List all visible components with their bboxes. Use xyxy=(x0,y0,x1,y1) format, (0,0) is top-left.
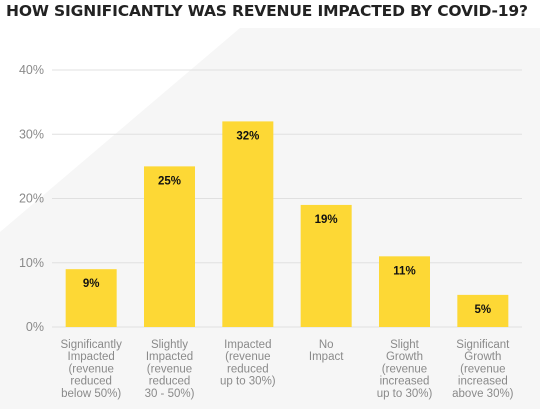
data-label: 25% xyxy=(158,175,181,187)
x-tick-label: Slight Growth (revenue increased up to 30%) xyxy=(377,339,433,400)
y-tick-label: 10% xyxy=(19,256,44,270)
x-tick-label: Impacted (revenue reduced up to 30%) xyxy=(220,339,276,388)
y-tick-label: 0% xyxy=(26,320,44,334)
x-tick-label: Significant Growth (revenue increased above … xyxy=(452,339,514,400)
bar xyxy=(222,121,274,328)
bar xyxy=(300,204,352,327)
data-label: 5% xyxy=(475,304,492,316)
x-tick-label: Significantly Impacted (revenue reduced belo… xyxy=(60,339,122,400)
bar xyxy=(65,269,117,327)
data-label: 19% xyxy=(315,214,338,226)
y-tick-label: 30% xyxy=(19,127,44,141)
data-label: 9% xyxy=(83,278,100,290)
chart-title: HOW SIGNIFICANTLY WAS REVENUE IMPACTED B… xyxy=(6,2,528,20)
x-tick-label: No Impact xyxy=(309,339,344,363)
bar xyxy=(457,294,509,327)
bar xyxy=(379,256,430,327)
data-label: 11% xyxy=(393,265,415,277)
data-label: 32% xyxy=(236,130,259,142)
bar xyxy=(144,166,195,327)
y-tick-label: 40% xyxy=(19,63,44,77)
y-tick-label: 20% xyxy=(19,192,44,206)
x-tick-label: Slightly Impacted (revenue reduced 30 - 50%) xyxy=(145,339,195,400)
